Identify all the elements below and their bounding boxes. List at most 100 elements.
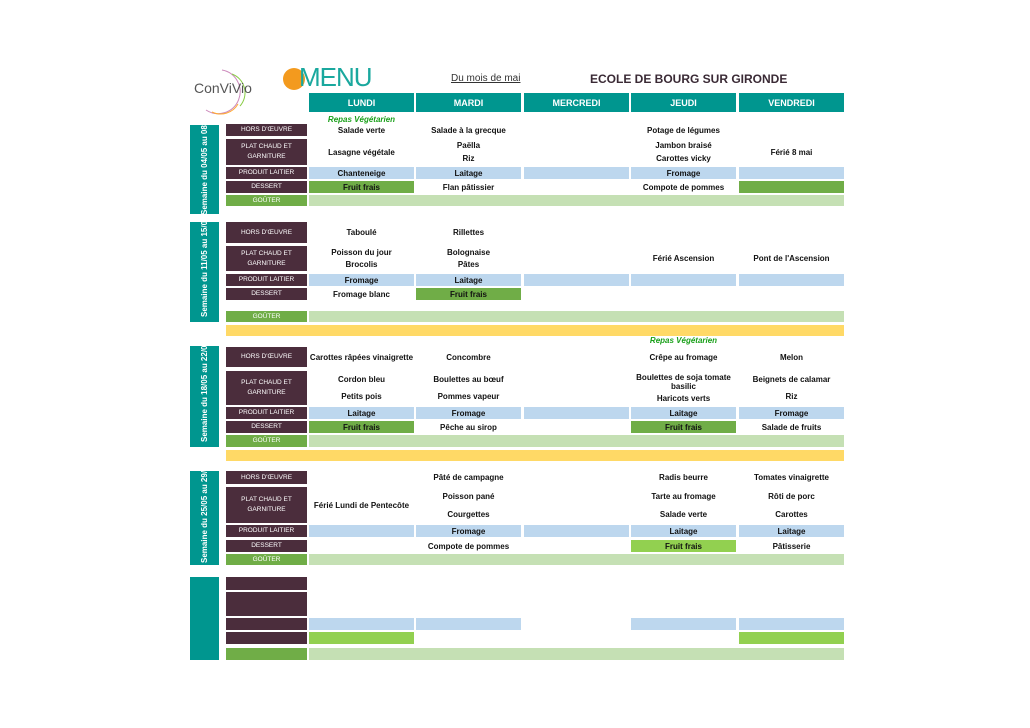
produit-laitier-cell: Laitage (416, 274, 521, 286)
dessert-cell (739, 181, 844, 193)
row-label-text: GOÛTER (252, 555, 281, 563)
vegetarian-meal-note: Repas Végétarien (631, 336, 736, 346)
row-label-text: GARNITURE (247, 153, 286, 160)
plat-chaud-cell (524, 487, 629, 523)
plat-chaud-cell: Poisson pané Courgettes (416, 487, 521, 523)
cell-text: Poisson du jour (331, 247, 392, 257)
row-label-hors-doeuvre: HORS D'ŒUVRE (226, 347, 307, 367)
produit-laitier-cell (309, 618, 414, 630)
row-label-plat-chaud (226, 592, 307, 616)
gouter-row (309, 648, 844, 660)
dessert-cell: Compote de pommes (631, 181, 736, 193)
hors-doeuvre-cell (739, 577, 844, 590)
row-label-text: PLAT CHAUD ET (241, 496, 292, 503)
cell-text: Laitage (777, 526, 806, 536)
week-label-text: Semaine du 04/05 au 08/05 (199, 113, 209, 215)
dessert-cell (416, 632, 521, 644)
row-label-text: GARNITURE (247, 259, 286, 267)
cell-text: Lasagne végétale (328, 147, 395, 157)
produit-laitier-cell: Laitage (631, 525, 736, 537)
hors-doeuvre-cell (309, 471, 414, 484)
plat-chaud-cell: Pont de l'Ascension (739, 246, 844, 271)
month-label: Du mois de mai (451, 73, 521, 84)
plat-chaud-cell: Lasagne végétale (309, 139, 414, 165)
row-label-dessert: DESSERT (226, 288, 307, 300)
produit-laitier-cell: Laitage (631, 407, 736, 419)
cell-text: Carottes râpées vinaigrette (309, 352, 414, 362)
hors-doeuvre-cell (631, 577, 736, 590)
cell-text: Salade de fruits (761, 422, 822, 432)
cell-text: Carottes (775, 509, 808, 519)
cell-text: Cordon bleu (337, 375, 386, 384)
cell-text: Radis beurre (659, 473, 708, 482)
row-label-text: PRODUIT LAITIER (238, 527, 295, 534)
cell-text: Laitage (669, 526, 698, 536)
produit-laitier-cell (524, 525, 629, 537)
hors-doeuvre-cell: Salade verte (309, 124, 414, 136)
row-label-text: DESSERT (251, 290, 282, 297)
row-label-text: PRODUIT LAITIER (238, 276, 295, 283)
row-label-text: PLAT CHAUD ET (241, 143, 292, 150)
dessert-cell (631, 288, 736, 300)
produit-laitier-cell: Laitage (416, 167, 521, 179)
hors-doeuvre-cell: Radis beurre (631, 471, 736, 484)
day-label: VENDREDI (768, 97, 815, 108)
cell-text: Melon (779, 352, 804, 362)
dessert-cell (739, 288, 844, 300)
cell-text: Pont de l'Ascension (753, 254, 830, 263)
gouter-row (309, 435, 844, 447)
day-label: MARDI (453, 97, 484, 108)
gouter-row (309, 554, 844, 565)
dessert-cell (524, 421, 629, 433)
cell-text: Boulettes de soja tomate basilic (636, 372, 731, 391)
row-label-produit-laitier: PRODUIT LAITIER (226, 167, 307, 179)
produit-laitier-cell: Fromage (309, 274, 414, 286)
row-label-text: PRODUIT LAITIER (238, 169, 295, 176)
cell-text: Pâtisserie (772, 541, 811, 551)
cell-text: Férié Ascension (652, 254, 715, 263)
cell-text: Chanteneige (337, 168, 386, 178)
produit-laitier-cell: Fromage (416, 407, 521, 419)
school-name: ECOLE DE BOURG SUR GIRONDE (590, 72, 788, 86)
row-label-text: GOÛTER (252, 196, 281, 204)
plat-chaud-cell: Paëlla Riz (416, 139, 521, 165)
week-label (190, 577, 219, 660)
hors-doeuvre-cell (739, 222, 844, 243)
cell-text: Pâtes (457, 260, 480, 270)
plat-chaud-cell: Cordon bleu Petits pois (309, 371, 414, 405)
produit-laitier-cell: Laitage (309, 407, 414, 419)
cell-text: Férié Lundi de Pentecôte (313, 500, 410, 510)
hors-doeuvre-cell (524, 222, 629, 243)
week-label-text: Semaine du 25/05 au 29/05 (199, 462, 209, 563)
gouter-row (309, 311, 844, 322)
week-label: Semaine du 18/05 au 22/05 (190, 341, 219, 447)
produit-laitier-cell (739, 274, 844, 286)
dessert-cell (309, 632, 414, 644)
plat-chaud-cell: Poisson du jour Brocolis (309, 246, 414, 271)
cell-text: Salade verte (337, 125, 386, 135)
hors-doeuvre-cell (309, 577, 414, 590)
row-label-text: HORS D'ŒUVRE (240, 228, 293, 236)
produit-laitier-cell: Chanteneige (309, 167, 414, 179)
row-label-produit-laitier: PRODUIT LAITIER (226, 274, 307, 286)
plat-chaud-cell: Boulettes de soja tomate basilic Haricots… (631, 371, 736, 405)
day-label: JEUDI (670, 97, 697, 108)
cell-text: Laitage (669, 408, 698, 418)
cell-text: Tarte au fromage (651, 491, 716, 501)
plat-chaud-cell: Férié 8 mai (739, 139, 844, 165)
week-label: Semaine du 11/05 au 15/05 (190, 216, 219, 322)
plat-chaud-cell: Rôti de porc Carottes (739, 487, 844, 523)
cell-text: Laitage (454, 275, 483, 285)
plat-chaud-cell: Bolognaise Pâtes (416, 246, 521, 271)
cell-text: Boulettes au bœuf (433, 375, 504, 384)
row-label-text: GOÛTER (252, 312, 281, 320)
cell-text: Fromage (666, 168, 701, 178)
row-label-dessert (226, 632, 307, 644)
hors-doeuvre-cell: Crêpe au fromage (631, 347, 736, 367)
dessert-cell (309, 540, 414, 552)
plat-chaud-cell: Boulettes au bœuf Pommes vapeur (416, 371, 521, 405)
plat-chaud-cell: Beignets de calamar Riz (739, 371, 844, 405)
row-label-produit-laitier: PRODUIT LAITIER (226, 525, 307, 537)
cell-text: Beignets de calamar (752, 375, 831, 384)
cell-text: Férié 8 mai (770, 147, 813, 157)
